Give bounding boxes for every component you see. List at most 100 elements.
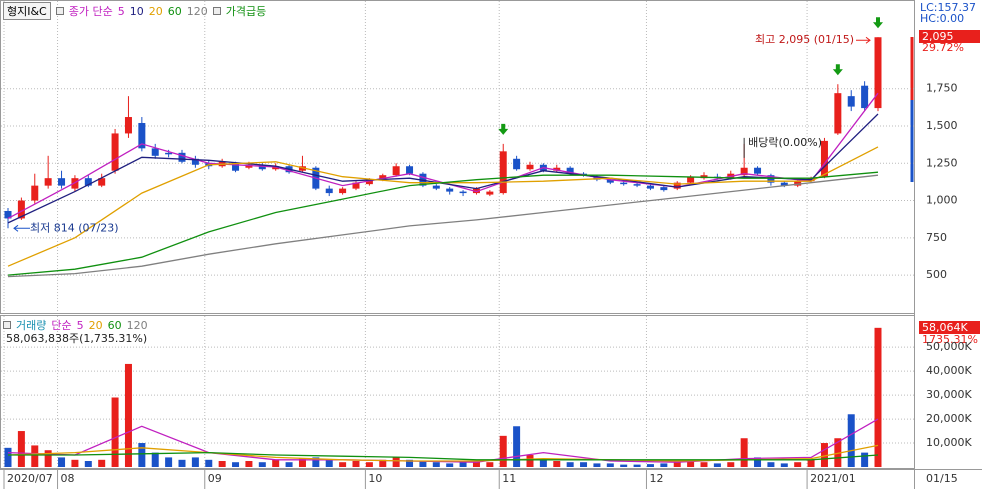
candle-body	[513, 158, 521, 170]
candle-body	[633, 184, 641, 186]
volume-bar	[459, 462, 467, 467]
volume-bar	[754, 457, 762, 467]
volume-bar	[606, 463, 614, 467]
candle-body	[245, 164, 253, 168]
candle-body	[31, 185, 39, 201]
volume-bar	[633, 464, 641, 467]
candle-body	[406, 166, 414, 174]
last-price-label: 2,095	[922, 30, 954, 43]
candle-body	[365, 179, 373, 185]
volume-bar	[44, 450, 52, 467]
volume-bar	[111, 397, 119, 467]
volume-bar	[17, 431, 25, 467]
candle-body	[151, 148, 159, 156]
moving-average-line	[7, 171, 879, 276]
volume-bar	[392, 457, 400, 467]
volume-bar	[151, 452, 159, 467]
volume-bar	[191, 457, 199, 467]
ma-legend: 60	[107, 318, 122, 332]
moving-average-line	[7, 92, 879, 219]
volume-bar	[767, 462, 775, 467]
x-tick-label: 10	[368, 472, 382, 485]
volume-bar	[352, 461, 360, 467]
ma-legend: 10	[129, 4, 144, 18]
legend-icon	[3, 321, 11, 329]
lc-label: LC:157.37	[920, 1, 976, 14]
candle-body	[834, 93, 842, 134]
volume-bar	[513, 426, 521, 467]
volume-bar	[379, 459, 387, 467]
candle-body	[553, 167, 561, 171]
candle-body	[820, 140, 828, 177]
volume-summary-text: 58,063,838주(1,735.31%)	[6, 332, 148, 345]
y-tick-label: 40,000K	[926, 364, 972, 377]
volume-bar	[245, 461, 253, 467]
candle-body	[124, 117, 132, 134]
volume-bar	[339, 462, 347, 467]
candle-body	[272, 166, 280, 170]
candle-body	[446, 188, 454, 192]
y-tick-label: 10,000K	[926, 436, 972, 449]
candle-body	[298, 166, 306, 171]
candle-body	[620, 182, 628, 185]
volume-bar	[820, 443, 828, 467]
volume-bar	[553, 461, 561, 467]
moving-average-line	[8, 451, 879, 461]
volume-bar	[740, 438, 748, 467]
y-tick-label: 50,000K	[926, 340, 972, 353]
y-tick-label: 750	[926, 231, 947, 244]
high-arrow	[856, 36, 871, 44]
candle-body	[232, 163, 240, 171]
candle-body	[138, 122, 146, 149]
volume-bar	[874, 327, 882, 467]
signal-arrow	[832, 64, 843, 76]
candle-body	[165, 152, 173, 155]
volume-bar	[258, 462, 266, 467]
volume-bar	[620, 464, 628, 467]
y-tick-label: 30,000K	[926, 388, 972, 401]
candle-body	[794, 181, 802, 186]
candle-body	[325, 188, 333, 194]
ma-legend: 5	[117, 4, 125, 18]
volume-bar	[124, 363, 132, 467]
x-tick-label: 2021/01	[810, 472, 856, 485]
candle-body	[98, 178, 106, 186]
volume-bar	[58, 457, 66, 467]
y-tick-label: 1,000	[926, 194, 958, 207]
hc-label: HC:0.00	[920, 12, 964, 25]
candle-body	[191, 158, 199, 165]
volume-legend: 거래량 단순 5 20 60 120	[3, 317, 148, 333]
candle-body	[660, 187, 668, 191]
volume-bar	[138, 443, 146, 467]
volume-bar	[580, 462, 588, 467]
x-tick-label: 09	[208, 472, 222, 485]
moving-average-line	[7, 174, 879, 278]
candle-body	[17, 200, 25, 219]
volume-bar	[539, 459, 547, 467]
last-price-box	[919, 30, 980, 43]
candle-body	[646, 185, 654, 189]
ma-legend: 120	[186, 4, 208, 18]
volume-bar	[794, 462, 802, 467]
candle-body	[379, 175, 387, 180]
last-volume-box	[919, 321, 980, 334]
volume-bar	[646, 464, 654, 467]
y-tick-label: 20,000K	[926, 412, 972, 425]
candle-body	[258, 164, 266, 170]
volume-bar	[178, 459, 186, 467]
volume-bar	[700, 462, 708, 467]
ma-label: 단순	[51, 319, 72, 332]
volume-bar	[84, 461, 92, 467]
candle-body	[339, 188, 347, 194]
volume-bar	[780, 463, 788, 467]
last-volume-label: 58,064K	[922, 321, 968, 334]
ex-dividend-annotation: 배당락(0.00%)	[748, 136, 822, 149]
candle-body	[754, 167, 762, 174]
y-tick-label: 1,250	[926, 156, 958, 169]
ma-legend: 20	[148, 4, 163, 18]
volume-bar	[566, 462, 574, 467]
ma-label: 종가 단순	[68, 5, 113, 18]
candle-body	[606, 179, 614, 183]
high-annotation: 최고 2,095 (01/15)	[755, 33, 854, 46]
volume-title: 거래량	[16, 319, 47, 332]
